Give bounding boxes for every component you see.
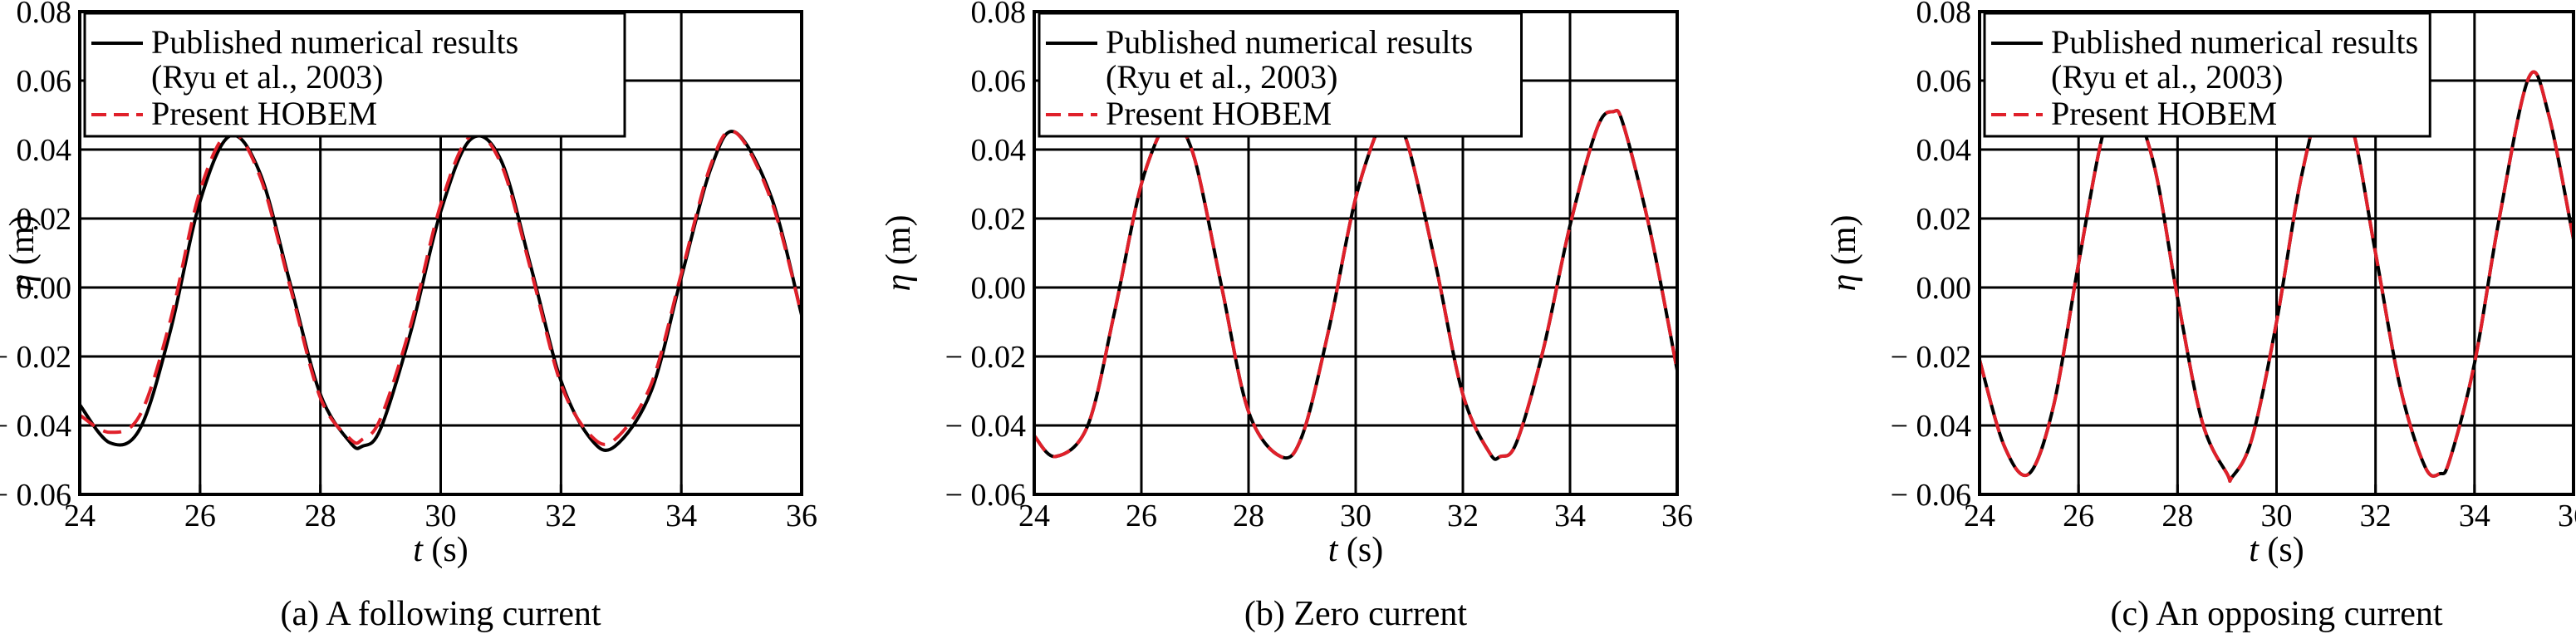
x-tick-label: 30 [2261,499,2293,533]
grid [80,12,802,494]
x-tick-label: 28 [2161,499,2193,533]
legend: Published numerical results(Ryu et al., … [83,12,626,138]
y-axis-unit: (m) [3,215,42,266]
y-tick-label: 0.00 [971,271,1027,306]
legend-entry-1b: (Ryu et al., 2003) [1106,58,1337,96]
x-tick-label: 26 [1126,499,1157,533]
y-tick-label: − 0.04 [0,409,71,444]
chart-panel-2: 24 26 28 30 32 34 36 0.08 0.06 0.04 0.02 0.00 − 0.02… [880,0,1693,633]
y-axis-label: η (m) [3,215,42,292]
x-axis-label: t (s) [413,531,469,569]
x-tick-label: 26 [184,499,216,533]
x-tick-label: 24 [1964,499,1995,533]
x-tick-label: 32 [2360,499,2392,533]
y-tick-label: − 0.06 [0,478,71,513]
legend: Published numerical results(Ryu et al., … [1038,12,1523,138]
y-tick-label: − 0.02 [1891,340,1971,375]
x-tick-label: 28 [305,499,336,533]
y-tick-label: 0.00 [17,271,72,306]
y-tick-label: 0.02 [1916,202,1972,237]
y-tick-label: − 0.02 [945,340,1026,375]
legend-entry-2: Present HOBEM [1106,95,1332,132]
y-tick-label: − 0.02 [0,340,71,375]
x-axis-label: t (s) [2249,531,2304,569]
x-axis-unit: (s) [1347,531,1383,569]
y-axis-var: η [880,274,918,292]
y-tick-label: − 0.06 [945,478,1026,513]
panel-caption: (b) Zero current [1244,595,1468,633]
legend-entry-1: Published numerical results [2051,23,2418,61]
x-tick-label: 30 [1340,499,1371,533]
chart-panel-3: 24 26 28 30 32 34 36 0.08 0.06 0.04 0.02 0.00 − 0.02… [1825,0,2576,633]
x-tick-label: 34 [1554,499,1586,533]
legend-entry-1b: (Ryu et al., 2003) [2051,58,2283,96]
y-tick-label: − 0.06 [1891,478,1971,513]
y-tick-label: 0.04 [971,133,1027,168]
x-tick-label: 32 [545,499,577,533]
x-axis-unit: (s) [431,531,468,569]
x-tick-label: 34 [665,499,697,533]
x-tick-label: 26 [2063,499,2094,533]
series-line-2 [1978,70,2575,483]
legend: Published numerical results(Ryu et al., … [1983,12,2431,138]
x-axis-var: t [1328,531,1339,569]
x-tick-label: 36 [1661,499,1693,533]
y-tick-label: 0.06 [971,64,1027,99]
y-tick-label: − 0.04 [1891,409,1971,444]
y-tick-label: 0.08 [1916,0,1972,30]
legend-entry-2: Present HOBEM [2051,95,2277,132]
y-tick-label: 0.08 [971,0,1027,30]
x-tick-label: 24 [64,499,96,533]
y-tick-label: − 0.04 [945,409,1026,444]
chart-panel-1: 24 26 28 30 32 34 36 0.08 0.06 0.04 0.02 0.00 − 0.02… [0,0,817,633]
x-tick-label: 34 [2459,499,2490,533]
y-tick-label: 0.06 [17,64,72,99]
x-tick-label: 36 [786,499,817,533]
y-axis-var: η [1825,274,1863,292]
y-axis-unit: (m) [880,215,918,266]
y-axis-label: η (m) [880,215,918,292]
x-axis-var: t [413,531,424,569]
x-axis-label: t (s) [1328,531,1384,569]
x-tick-label: 24 [1018,499,1050,533]
y-axis-label: η (m) [1825,215,1863,292]
x-axis-var: t [2249,531,2260,569]
y-tick-label: 0.02 [17,202,72,237]
y-tick-label: 0.08 [17,0,72,30]
y-tick-label: 0.06 [1916,64,1972,99]
y-axis-unit: (m) [1825,215,1863,266]
panel-caption: (a) A following current [280,595,601,633]
y-axis-var: η [3,274,42,292]
y-tick-label: 0.04 [17,133,72,168]
x-tick-label: 30 [425,499,457,533]
y-tick-label: 0.04 [1916,133,1972,168]
panel-caption: (c) An opposing current [2110,595,2442,633]
legend-box [83,12,626,138]
legend-entry-1: Published numerical results [151,23,518,61]
legend-entry-2: Present HOBEM [151,95,377,132]
x-tick-label: 32 [1447,499,1479,533]
x-tick-label: 36 [2558,499,2576,533]
x-tick-label: 28 [1233,499,1264,533]
legend-box [1038,12,1523,138]
legend-entry-1b: (Ryu et al., 2003) [151,58,383,96]
x-axis-unit: (s) [2267,531,2304,569]
y-tick-label: 0.00 [1916,271,1972,306]
legend-box [1983,12,2431,138]
legend-entry-1: Published numerical results [1106,23,1473,61]
y-tick-label: 0.02 [971,202,1027,237]
series-line-2 [78,129,803,446]
